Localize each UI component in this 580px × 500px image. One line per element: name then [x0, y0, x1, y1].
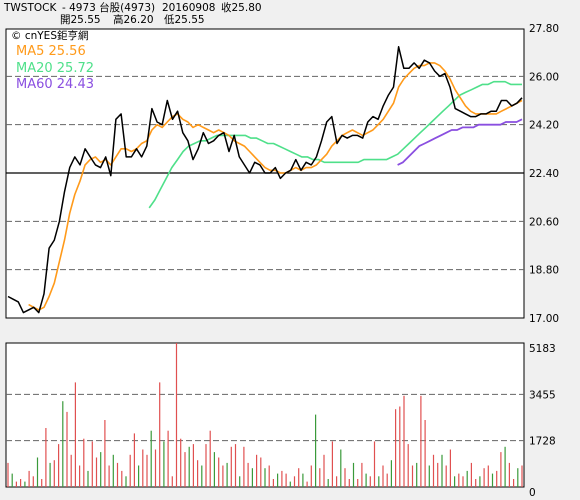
date-label: 20160908 [162, 2, 216, 14]
symbol-label: TWSTOCK [4, 2, 57, 14]
price-tick-label: 27.80 [529, 23, 559, 35]
ma5-line [28, 62, 523, 311]
ma60-line [397, 118, 523, 166]
price-tick-label: 20.60 [529, 216, 559, 228]
open-label: 開25.55 [60, 14, 101, 26]
volume-tick-label: 1728 [529, 436, 556, 448]
volume-tick-label: 5183 [529, 343, 556, 355]
code-label: - 4973 台股(4973) [62, 2, 156, 14]
low-label: 低25.55 [164, 14, 205, 26]
ma5-legend: MA5 25.56 [16, 44, 86, 59]
source-label: © cnYES鉅亨網 [11, 29, 88, 42]
close-label: 收25.80 [221, 2, 262, 14]
ma20-legend: MA20 25.72 [16, 61, 94, 76]
price-tick-label: 22.40 [529, 168, 559, 180]
volume-tick-label: 3455 [529, 389, 556, 401]
price-tick-label: 26.00 [529, 71, 559, 83]
high-label: 高26.20 [113, 14, 154, 26]
price-tick-label: 24.20 [529, 120, 559, 132]
price-tick-label: 18.80 [529, 265, 559, 277]
price-line [7, 46, 523, 314]
ma20-line [148, 80, 522, 209]
volume-tick-label: 0 [529, 487, 536, 499]
ma60-legend: MA60 24.43 [16, 77, 94, 92]
price-tick-label: 17.00 [529, 313, 559, 325]
